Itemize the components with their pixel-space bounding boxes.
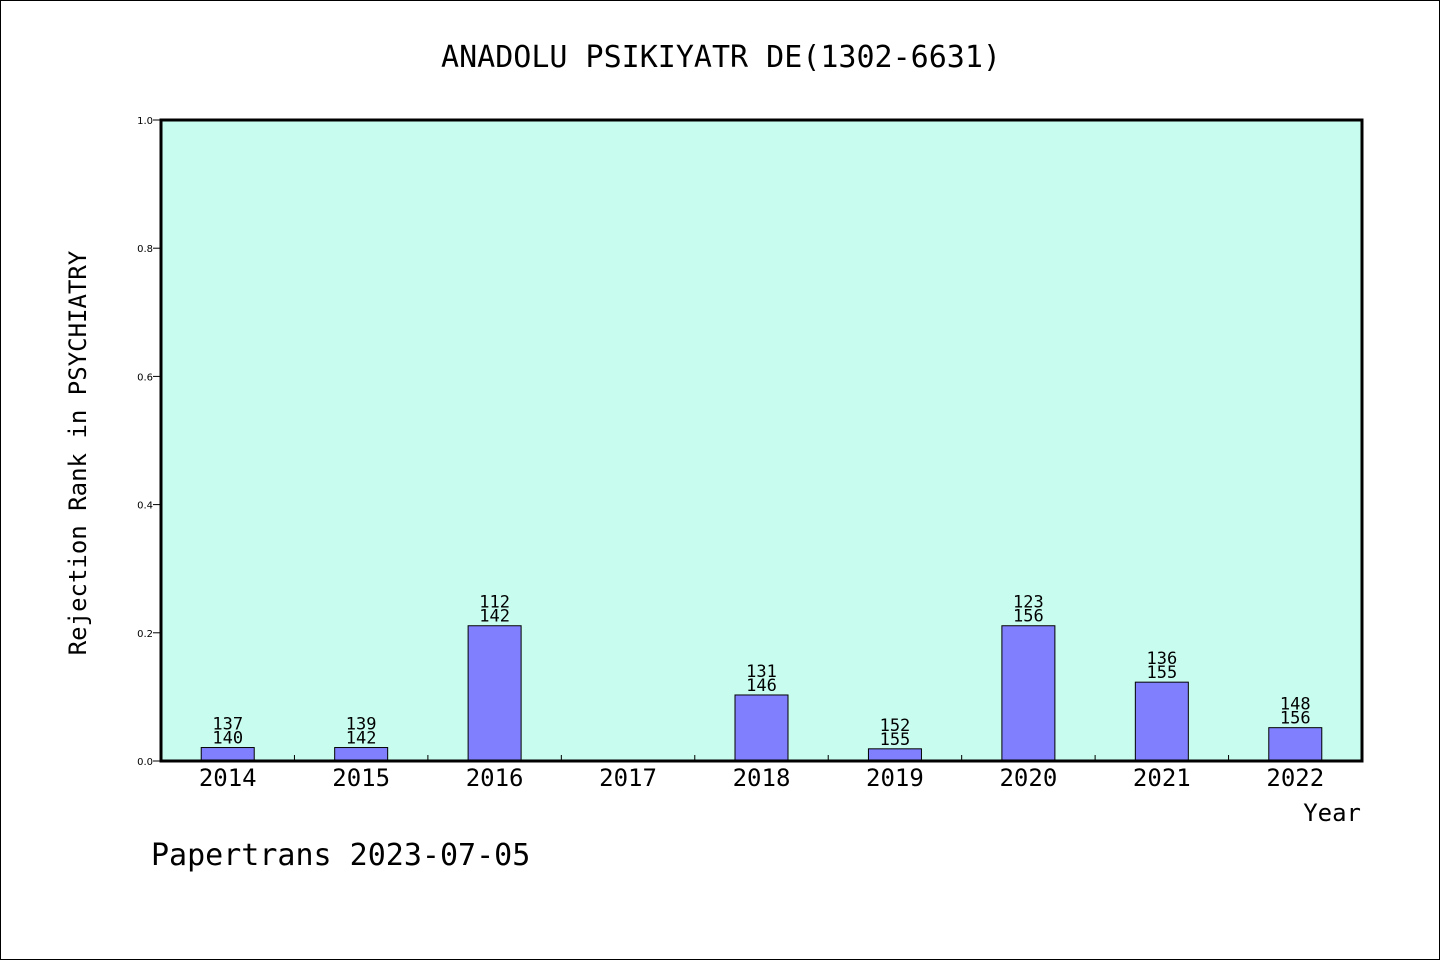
bar-label-total: 140 (212, 729, 243, 749)
bar-2016 (467, 625, 522, 762)
bar-label-rank: 139 (346, 715, 377, 735)
y-tick-label: 1.0 (137, 116, 153, 127)
bar-2014 (200, 747, 255, 762)
bar-2018 (734, 694, 789, 762)
bar-label-total: 155 (880, 730, 911, 750)
bar-label-total: 142 (479, 607, 510, 627)
x-tick-label: 2015 (332, 764, 390, 792)
x-axis-label: Year (1303, 799, 1361, 827)
bar-label-total: 155 (1146, 663, 1177, 683)
y-tick-label: 0.2 (137, 629, 153, 640)
bar-label-total: 142 (346, 729, 377, 749)
plot-border (159, 118, 1364, 763)
bar-2015 (334, 747, 389, 762)
footer-credit: Papertrans 2023-07-05 (151, 838, 530, 873)
x-tick-label: 2017 (599, 764, 657, 792)
chart-title: ANADOLU PSIKIYATR DE(1302-6631) (441, 40, 1001, 75)
bar-label-total: 146 (746, 676, 777, 696)
x-tick-label: 2022 (1266, 764, 1324, 792)
bar-label-rank: 137 (212, 715, 243, 735)
x-tick-label: 2021 (1133, 764, 1191, 792)
bar-label-rank: 136 (1146, 649, 1177, 669)
bars-layer (200, 625, 1323, 762)
y-tick-label: 0.8 (137, 244, 153, 255)
data-labels: 1371401391421121421311461521551231561361… (212, 593, 1310, 750)
bar-2021 (1134, 681, 1189, 762)
y-tick-label: 0.4 (137, 501, 153, 512)
x-axis: 2014 2015 2016 2017 2018 2019 2020 2021 2022 (199, 755, 1324, 792)
bar-label-rank: 148 (1280, 695, 1311, 715)
bar-2019 (867, 748, 922, 762)
x-tick-label: 2020 (999, 764, 1057, 792)
bar-label-rank: 123 (1013, 593, 1044, 613)
y-tick-label: 0.0 (137, 757, 153, 768)
x-tick-label: 2014 (199, 764, 257, 792)
y-axis-label: Rejection Rank in PSYCHIATRY (64, 250, 92, 655)
bar-label-rank: 131 (746, 662, 777, 682)
bar-label-total: 156 (1280, 709, 1311, 729)
bar-label-total: 156 (1013, 607, 1044, 627)
x-tick-label: 2019 (866, 764, 924, 792)
y-tick-label: 0.6 (137, 372, 153, 383)
bar-2020 (1001, 625, 1056, 762)
x-tick-label: 2016 (466, 764, 524, 792)
plot-area (161, 120, 1362, 761)
x-tick-label: 2018 (733, 764, 791, 792)
bar-label-rank: 152 (880, 716, 911, 736)
bar-2022 (1268, 727, 1323, 762)
bar-label-rank: 112 (479, 593, 510, 613)
y-axis: 0.0 0.2 0.4 0.6 0.8 1.0 (137, 116, 161, 768)
